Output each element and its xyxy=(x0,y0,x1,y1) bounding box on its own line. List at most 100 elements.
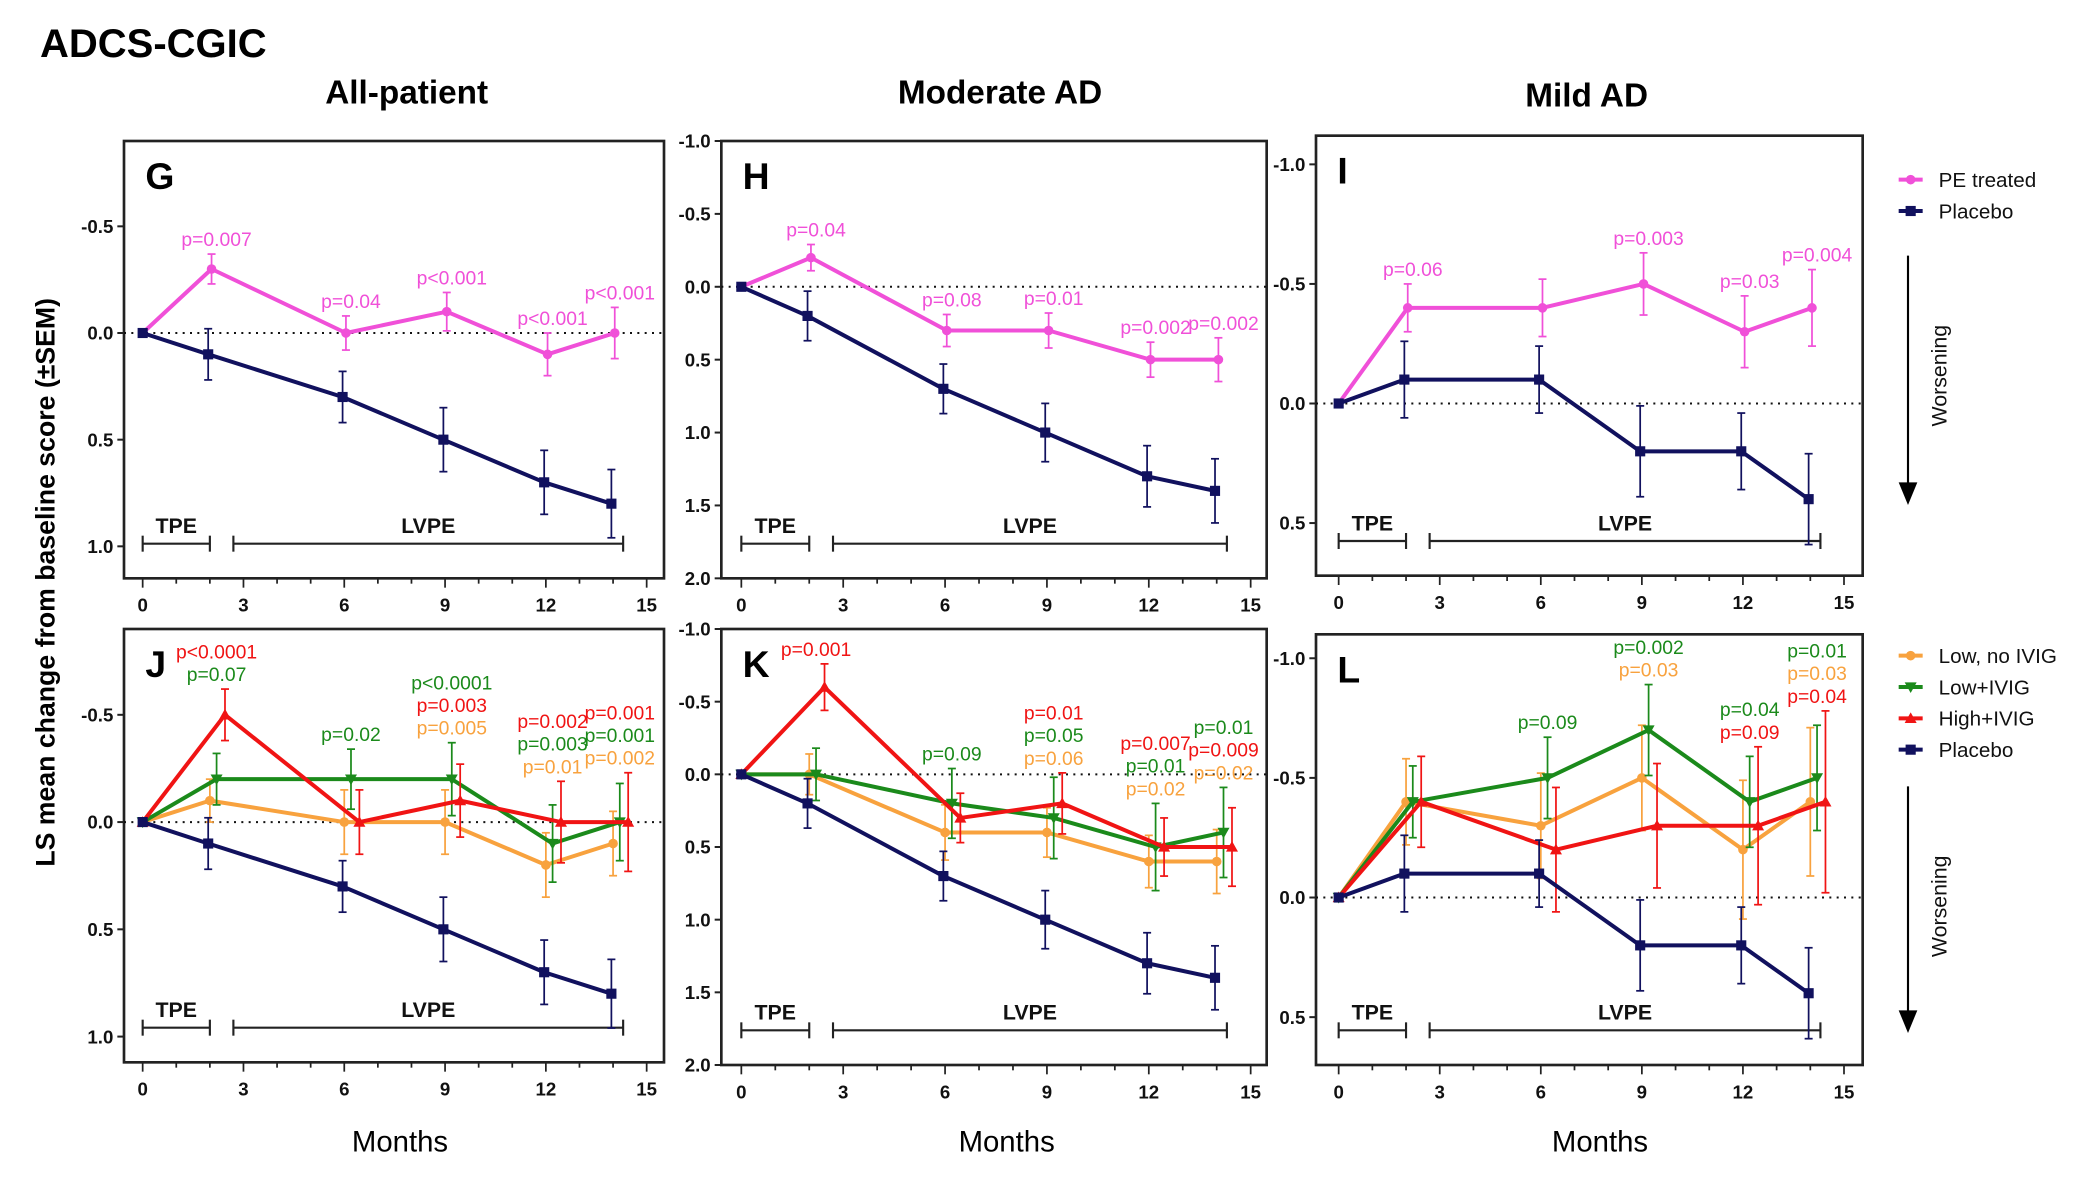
data-point xyxy=(938,383,949,394)
data-point xyxy=(1399,868,1410,879)
x-tick-label: 15 xyxy=(1240,595,1261,616)
data-point xyxy=(1805,797,1816,807)
legend-top: PE treated Placebo xyxy=(1898,169,2036,223)
p-value-label: p=0.02 xyxy=(1126,779,1186,800)
data-point xyxy=(1651,819,1664,831)
series-placebo xyxy=(1333,340,1814,546)
data-point xyxy=(1043,325,1054,336)
period-label: LVPE xyxy=(401,998,455,1022)
x-tick-label: 9 xyxy=(1637,592,1647,613)
data-point xyxy=(1402,303,1413,313)
x-tick-label: 0 xyxy=(736,1081,746,1102)
p-value-label: p<0.0001 xyxy=(176,642,257,663)
data-point xyxy=(546,838,559,850)
arrowhead-icon xyxy=(1898,1010,1918,1033)
y-tick-label: -0.5 xyxy=(1273,274,1305,295)
period-label: TPE xyxy=(1352,511,1393,535)
data-point xyxy=(1333,892,1344,903)
p-value-label: p=0.03 xyxy=(1787,664,1847,685)
data-point xyxy=(1637,773,1647,783)
legend-marker xyxy=(1904,712,1917,723)
p-value-label: p=0.01 xyxy=(1126,757,1186,778)
data-point xyxy=(218,708,231,720)
y-tick-label: 2.0 xyxy=(685,1055,711,1076)
legend-item: Placebo xyxy=(1898,200,2014,223)
data-point xyxy=(609,328,620,338)
y-tick-label: 1.0 xyxy=(685,909,711,930)
data-point xyxy=(1415,795,1428,807)
x-tick-label: 9 xyxy=(1042,595,1052,616)
y-tick-label: 0.5 xyxy=(87,429,113,450)
data-point xyxy=(1142,958,1153,969)
y-axis-label: LS mean change from baseline score (±SEM… xyxy=(31,298,61,867)
data-point xyxy=(1399,374,1410,385)
worsening-indicator-bottom: Worsening xyxy=(1898,786,1952,1033)
data-point xyxy=(441,306,452,317)
x-tick-label: 15 xyxy=(636,595,657,616)
y-tick-label: 1.0 xyxy=(87,1026,113,1047)
period-bracket-lvpe: LVPE xyxy=(831,1001,1228,1039)
legend-marker xyxy=(1905,744,1916,755)
data-point xyxy=(1209,972,1221,983)
y-tick-label: -0.5 xyxy=(81,704,113,725)
y-tick-label: 0.5 xyxy=(87,919,113,940)
p-value-label: p=0.03 xyxy=(1720,272,1780,293)
data-point xyxy=(1635,940,1646,951)
data-point xyxy=(622,816,635,827)
x-tick-label: 6 xyxy=(1536,1081,1546,1102)
series-line xyxy=(739,685,1232,849)
data-point xyxy=(954,811,967,823)
period-label: TPE xyxy=(755,514,796,538)
p-value-label: p=0.01 xyxy=(1024,289,1084,310)
data-point xyxy=(353,816,366,827)
panel-letter: K xyxy=(743,643,770,685)
y-tick-label: 0.5 xyxy=(1279,513,1305,534)
data-point xyxy=(539,967,550,978)
data-point xyxy=(542,349,553,360)
period-label: LVPE xyxy=(1003,514,1057,538)
series-line xyxy=(740,255,1219,362)
x-tick-label: 3 xyxy=(838,595,848,616)
data-point xyxy=(941,325,952,336)
data-point xyxy=(1042,827,1052,838)
worsening-label: Worsening xyxy=(1928,325,1952,427)
p-value-label: p<0.0001 xyxy=(411,673,492,694)
data-point xyxy=(1536,820,1546,831)
legend-item: High+IVIG xyxy=(1898,708,2035,731)
data-point xyxy=(210,774,223,786)
x-axis-label-moderate-ad: Months xyxy=(959,1126,1055,1159)
data-point xyxy=(454,794,467,806)
data-point xyxy=(736,281,747,292)
data-point xyxy=(1056,797,1069,809)
p-value-label: p=0.002 xyxy=(1120,318,1190,339)
p-value-label: p=0.003 xyxy=(1613,229,1683,250)
data-point xyxy=(203,349,214,360)
x-tick-label: 3 xyxy=(838,1081,848,1102)
period-label: TPE xyxy=(156,514,197,538)
x-tick-label: 0 xyxy=(1333,592,1343,613)
p-value-label: p=0.01 xyxy=(1194,718,1254,739)
x-tick-label: 3 xyxy=(238,1079,248,1100)
worsening-indicator-top: Worsening xyxy=(1898,255,1952,505)
legend-bottom: Low, no IVIG Low+IVIG High+IVIG Placebo xyxy=(1898,645,2057,762)
series-high-ivig xyxy=(1332,710,1832,913)
p-value-label: p<0.001 xyxy=(517,309,587,330)
x-tick-label: 9 xyxy=(1637,1081,1647,1102)
p-value-label: p=0.002 xyxy=(1613,638,1683,659)
data-point xyxy=(1333,398,1344,409)
y-tick-label: 0.5 xyxy=(685,837,711,858)
data-point xyxy=(1638,279,1649,289)
x-tick-label: 12 xyxy=(1138,1081,1159,1102)
panel-g: G -0.5 0.0 0.5 1.0 0 3 6 9 12 15 TPE LVPE p=0.007 p=0.… xyxy=(81,139,666,616)
legend-label: Placebo xyxy=(1939,200,2014,223)
series-line xyxy=(142,820,612,996)
panel-i: I -1.0 -0.5 0.0 0.5 0 3 6 9 12 15 TPE LVPE p=0.06 p=0.… xyxy=(1273,134,1864,613)
data-point xyxy=(1537,303,1548,313)
p-value-label: p=0.09 xyxy=(922,745,982,766)
y-tick-label: 0.0 xyxy=(87,812,113,833)
series-line xyxy=(1337,775,1812,899)
data-point xyxy=(1549,843,1562,855)
plot-frame xyxy=(122,627,666,1064)
period-bracket-tpe: TPE xyxy=(740,514,811,552)
x-tick-label: 0 xyxy=(137,595,147,616)
